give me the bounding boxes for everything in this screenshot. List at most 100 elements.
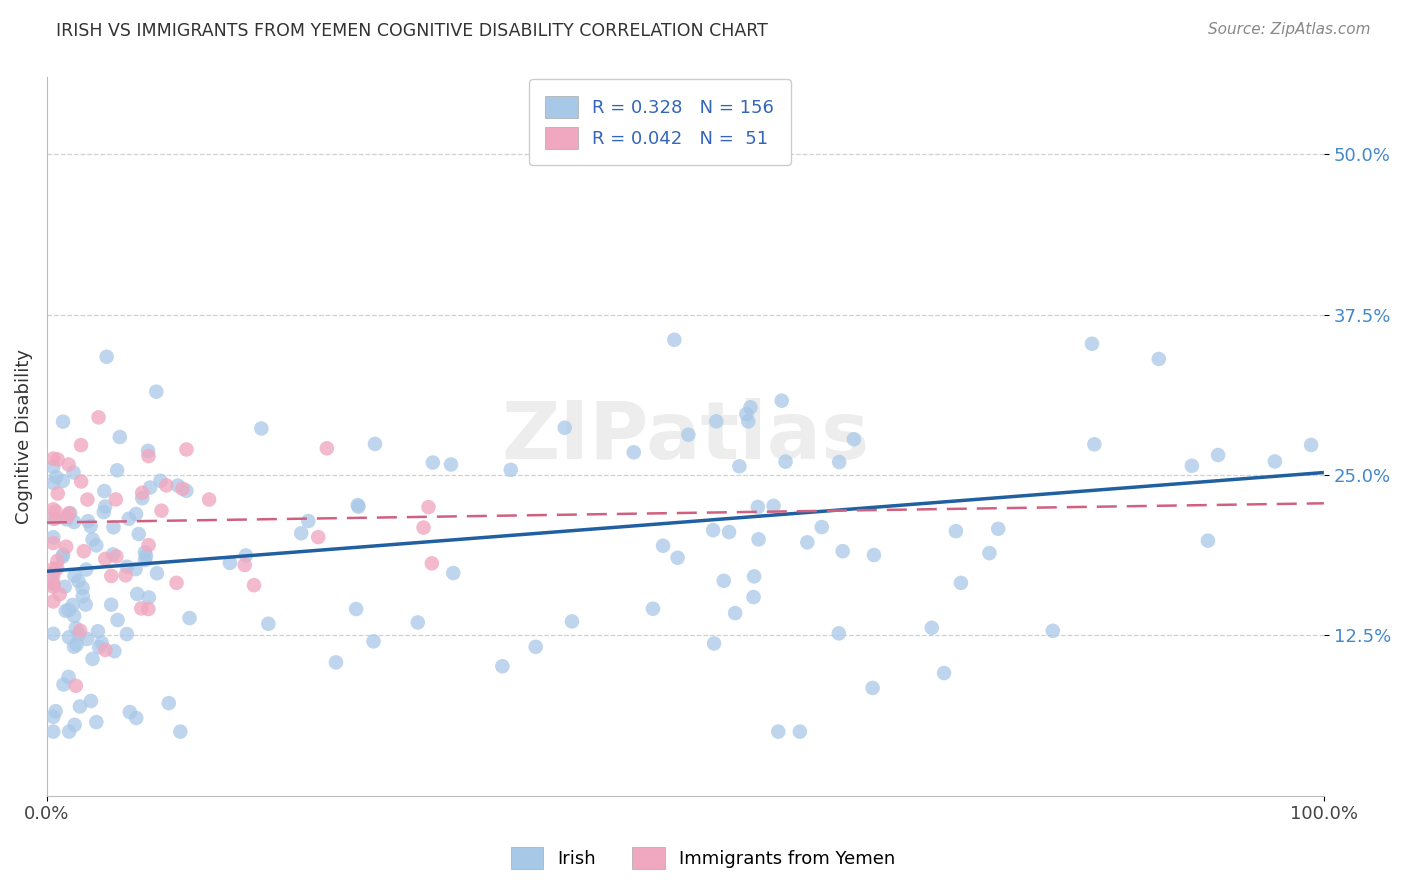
Point [420,557,443,571]
Text: Source: ZipAtlas.com: Source: ZipAtlas.com [1208,22,1371,37]
Point [96,350,118,364]
Point [1264,454,1286,468]
Point [46,486,69,500]
Point [73,544,96,558]
Point [146,566,169,581]
Point [63,569,86,583]
Point [94,643,117,657]
Point [134,545,156,559]
Point [1181,458,1204,473]
Point [77,514,100,528]
Point [219,556,242,570]
Point [735,407,758,421]
Point [93,484,115,499]
Point [1147,351,1170,366]
Point [169,724,191,739]
Point [363,634,385,648]
Point [364,437,387,451]
Point [42,724,65,739]
Text: ZIPatlas: ZIPatlas [502,398,869,475]
Point [1197,533,1219,548]
Point [124,562,146,576]
Point [51,549,73,564]
Point [69,624,91,638]
Point [75,562,97,576]
Point [713,574,735,588]
Point [796,535,818,549]
Point [63,718,86,732]
Point [198,492,221,507]
Point [418,500,440,515]
Point [179,611,201,625]
Point [42,512,65,526]
Point [652,539,675,553]
Point [125,711,148,725]
Point [52,474,75,488]
Point [118,705,141,719]
Point [987,522,1010,536]
Point [125,507,148,521]
Point [52,415,75,429]
Point [666,550,689,565]
Point [135,549,157,563]
Point [979,546,1001,560]
Point [491,659,513,673]
Point [45,470,67,484]
Point [157,696,180,710]
Point [52,548,75,562]
Point [100,569,122,583]
Point [94,552,117,566]
Point [82,652,104,666]
Point [114,568,136,582]
Point [139,481,162,495]
Point [862,681,884,695]
Point [44,511,66,525]
Point [63,640,86,654]
Point [42,566,65,580]
Point [76,492,98,507]
Point [55,540,77,554]
Point [768,724,790,739]
Point [79,519,101,533]
Point [42,562,65,576]
Point [347,500,370,514]
Point [742,590,765,604]
Point [810,520,832,534]
Point [69,699,91,714]
Point [138,602,160,616]
Point [325,656,347,670]
Point [149,474,172,488]
Point [72,589,94,603]
Point [250,421,273,435]
Point [46,554,69,568]
Point [65,679,87,693]
Point [664,333,686,347]
Point [134,553,156,567]
Point [1083,437,1105,451]
Point [728,459,751,474]
Point [172,482,194,496]
Point [703,636,725,650]
Point [87,624,110,639]
Point [138,449,160,463]
Point [145,384,167,399]
Y-axis label: Cognitive Disability: Cognitive Disability [15,349,32,524]
Point [842,432,865,446]
Point [70,438,93,452]
Point [118,512,141,526]
Point [59,506,82,520]
Point [737,414,759,428]
Point [42,530,65,544]
Point [101,548,124,562]
Point [107,613,129,627]
Point [949,575,972,590]
Point [678,427,700,442]
Point [307,530,329,544]
Point [45,504,67,518]
Point [932,666,955,681]
Point [42,576,65,591]
Point [42,594,65,608]
Point [65,621,87,635]
Point [762,499,785,513]
Point [100,598,122,612]
